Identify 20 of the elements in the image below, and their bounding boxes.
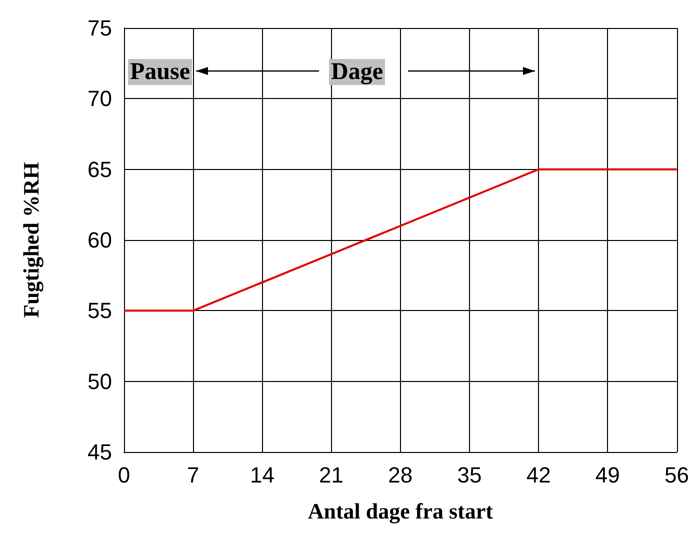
x-axis-title: Antal dage fra start: [308, 498, 494, 524]
y-tick-label: 65: [88, 156, 112, 182]
x-tick-label: 28: [388, 462, 413, 488]
y-axis-title: Fugtighed %RH: [18, 162, 44, 318]
x-tick-label: 49: [595, 462, 620, 488]
y-tick-label: 75: [88, 16, 112, 40]
y-tick-label: 60: [88, 228, 112, 252]
y-tick-label: 50: [88, 368, 112, 394]
y-tick-label: 70: [88, 86, 112, 112]
x-tick-label: 35: [457, 462, 482, 488]
y-tick-label: 45: [88, 440, 112, 464]
x-tick-label: 7: [186, 462, 200, 488]
annotation: Dage: [331, 59, 384, 85]
annotation: Pause: [130, 59, 190, 85]
x-tick-label: 14: [250, 462, 274, 488]
x-tick-label: 42: [526, 462, 551, 488]
x-tick-label: 0: [118, 462, 130, 488]
x-tick-label: 56: [664, 462, 690, 488]
y-tick-label: 55: [88, 298, 112, 324]
x-tick-label: 21: [319, 462, 344, 488]
